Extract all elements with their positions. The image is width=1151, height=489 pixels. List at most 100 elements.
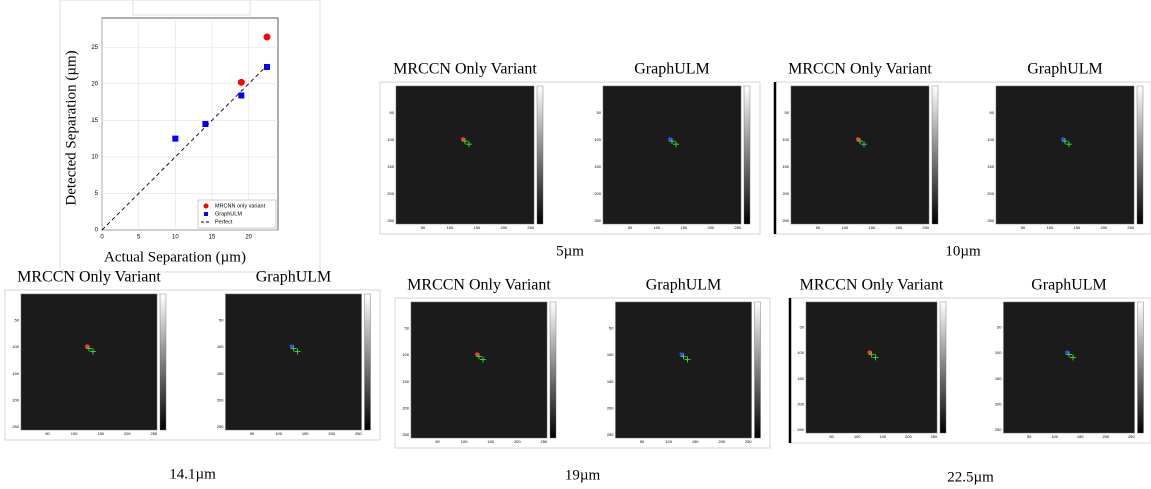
detection [461,137,465,141]
subplot-title: MRCCN Only Variant [393,61,537,78]
image-y-tick-label: 150 [607,379,614,384]
image-x-tick-label: 50 [1027,434,1032,439]
image-y-tick-label: 100 [797,350,804,355]
figure: Actual Separation (µm) Detected Separati… [0,0,1151,489]
image [791,86,929,224]
image [806,302,937,433]
image [603,86,741,224]
image-x-tick-label: 100 [275,431,282,436]
detection [680,352,684,356]
image-y-tick-label: 50 [990,110,995,115]
image-y-tick-label: 100 [594,137,601,142]
image-y-tick-label: 100 [782,137,789,142]
colorbar [1138,302,1144,433]
point [238,92,244,98]
image-x-tick-label: 50 [628,225,633,230]
image [1004,302,1135,433]
panel-label: 10µm [945,243,981,259]
image-y-tick-label: 250 [217,424,224,429]
image-y-tick-label: 150 [402,379,409,384]
subplot-title: GraphULM [256,269,332,286]
image-x-tick-label: 250 [527,225,534,230]
image-y-tick-label: 100 [607,352,614,357]
y-tick-label: 10 [91,154,98,160]
image-y-tick-label: 100 [987,137,994,142]
subplot-title: MRCCN Only Variant [407,277,551,294]
subplot-title: GraphULM [1027,61,1103,78]
panel-label: 14.1µm [169,466,216,482]
image-y-tick-label: 50 [405,326,410,331]
subplot-title: GraphULM [646,277,722,294]
image-y-tick-label: 50 [609,326,614,331]
image-x-tick-label: 50 [1021,225,1026,230]
x-tick-label: 10 [172,235,179,241]
frame-decoration [133,0,250,15]
image-x-tick-label: 100 [665,439,672,444]
image-y-tick-label: 250 [995,427,1002,432]
image-y-tick-label: 100 [402,352,409,357]
y-tick-label: 5 [95,191,99,197]
image-y-tick-label: 200 [594,191,601,196]
image [616,302,752,438]
colorbar [537,86,543,224]
image-x-tick-label: 100 [461,439,468,444]
detection [290,344,294,348]
image-y-tick-label: 150 [987,164,994,169]
point [202,121,208,127]
image-x-tick-label: 200 [905,434,912,439]
y-tick-label: 25 [91,45,98,51]
image-y-tick-label: 200 [797,401,804,406]
image-x-tick-label: 200 [707,225,714,230]
image-y-tick-label: 50 [997,325,1002,330]
x-tick-label: 20 [245,235,252,241]
image [411,302,547,438]
image-y-tick-label: 200 [12,397,19,402]
image-x-tick-label: 50 [250,431,255,436]
image-x-tick-label: 50 [435,439,440,444]
y-tick-label: 20 [91,81,98,87]
image-x-tick-label: 150 [302,431,309,436]
image-x-tick-label: 250 [355,431,362,436]
image-x-tick-label: 250 [931,434,938,439]
detection [856,137,860,141]
image-y-tick-label: 200 [607,405,614,410]
legend-label: GraphULM [215,211,242,217]
detection [85,344,89,348]
image-x-tick-label: 150 [692,439,699,444]
x-axis-label: Actual Separation (µm) [104,249,246,265]
detection [1061,137,1065,141]
image-y-tick-label: 200 [782,191,789,196]
image-y-tick-label: 250 [402,432,409,437]
subplot-title: GraphULM [1031,277,1107,294]
image-x-tick-label: 50 [45,431,50,436]
image-y-tick-label: 200 [217,397,224,402]
y-tick-label: 0 [95,228,99,234]
image-x-tick-label: 200 [124,431,131,436]
image-y-tick-label: 100 [995,350,1002,355]
y-axis-label: Detected Separation (µm) [63,50,79,205]
x-tick-label: 15 [209,235,216,241]
detection [868,350,872,354]
image-y-tick-label: 250 [797,427,804,432]
image [226,294,362,430]
image-x-tick-label: 50 [421,225,426,230]
image-y-tick-label: 150 [797,376,804,381]
point [264,34,271,41]
panel-label: 22.5µm [947,469,994,485]
image-x-tick-label: 150 [1074,225,1081,230]
image-x-tick-label: 200 [1100,225,1107,230]
panel-label: 19µm [565,467,601,483]
colorbar [755,302,761,438]
colorbar [365,294,371,430]
detection [475,352,479,356]
point [264,64,270,70]
image-x-tick-label: 200 [718,439,725,444]
legend-marker [204,204,209,209]
image-y-tick-label: 250 [987,218,994,223]
image-y-tick-label: 200 [995,401,1002,406]
image-x-tick-label: 200 [895,225,902,230]
image-y-tick-label: 50 [800,325,805,330]
image-y-tick-label: 150 [217,371,224,376]
image-x-tick-label: 100 [1051,434,1058,439]
image-y-tick-label: 50 [390,110,395,115]
